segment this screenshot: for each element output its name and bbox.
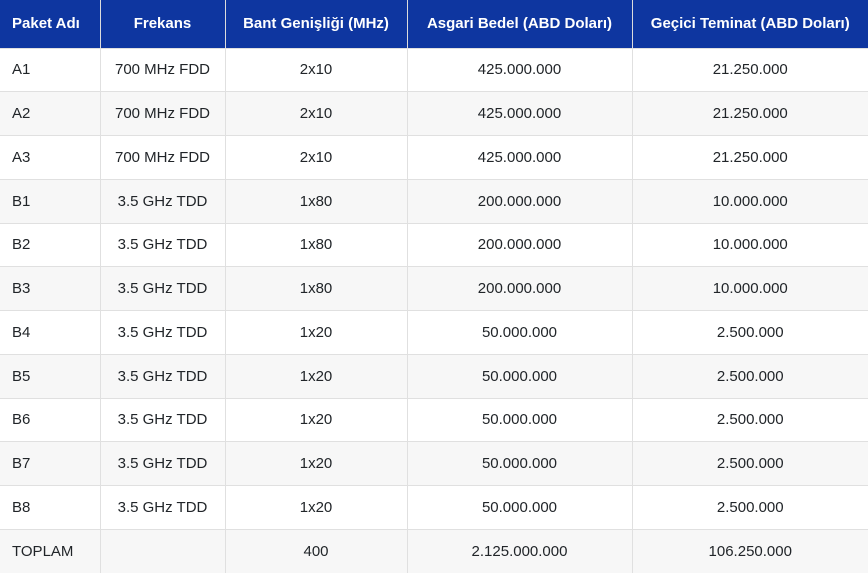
cell-paket-adi: B1 [0, 179, 101, 224]
cell-gecici-teminat: 2.500.000 [632, 354, 868, 399]
cell-paket-adi: B6 [0, 398, 101, 443]
cell-paket-adi: B2 [0, 223, 101, 268]
cell-frekans: 3.5 GHz TDD [100, 266, 226, 311]
cell-bant-genisligi: 1x20 [225, 310, 408, 355]
table-row-toplam: TOPLAM 400 2.125.000.000 106.250.000 [0, 529, 868, 573]
table-row-a3: A3 700 MHz FDD 2x10 425.000.000 21.250.0… [0, 135, 868, 180]
cell-paket-adi: B3 [0, 266, 101, 311]
cell-asgari-bedel: 50.000.000 [407, 398, 633, 443]
cell-paket-adi: A2 [0, 91, 101, 136]
table-body: A1 700 MHz FDD 2x10 425.000.000 21.250.0… [0, 48, 868, 573]
cell-gecici-teminat: 21.250.000 [632, 135, 868, 180]
cell-asgari-bedel: 425.000.000 [407, 135, 633, 180]
cell-asgari-bedel: 425.000.000 [407, 91, 633, 136]
table-header: Paket Adı Frekans Bant Genişliği (MHz) A… [0, 0, 868, 49]
cell-bant-genisligi: 2x10 [225, 48, 408, 93]
cell-bant-genisligi: 1x80 [225, 266, 408, 311]
cell-paket-adi: B4 [0, 310, 101, 355]
cell-asgari-bedel: 200.000.000 [407, 266, 633, 311]
table-row-b1: B1 3.5 GHz TDD 1x80 200.000.000 10.000.0… [0, 179, 868, 224]
col-header-frekans: Frekans [100, 0, 226, 49]
table-row-b4: B4 3.5 GHz TDD 1x20 50.000.000 2.500.000 [0, 310, 868, 355]
cell-bant-genisligi: 2x10 [225, 91, 408, 136]
cell-paket-adi: A3 [0, 135, 101, 180]
cell-asgari-bedel: 50.000.000 [407, 441, 633, 486]
cell-asgari-bedel: 200.000.000 [407, 223, 633, 268]
table-row-b8: B8 3.5 GHz TDD 1x20 50.000.000 2.500.000 [0, 485, 868, 530]
cell-frekans: 700 MHz FDD [100, 48, 226, 93]
cell-asgari-bedel: 2.125.000.000 [407, 529, 633, 573]
table-row-b5: B5 3.5 GHz TDD 1x20 50.000.000 2.500.000 [0, 354, 868, 399]
cell-frekans: 3.5 GHz TDD [100, 179, 226, 224]
cell-paket-adi: B8 [0, 485, 101, 530]
cell-frekans [100, 529, 226, 573]
cell-gecici-teminat: 21.250.000 [632, 48, 868, 93]
cell-gecici-teminat: 106.250.000 [632, 529, 868, 573]
cell-paket-adi: B7 [0, 441, 101, 486]
cell-asgari-bedel: 50.000.000 [407, 354, 633, 399]
cell-frekans: 3.5 GHz TDD [100, 310, 226, 355]
cell-paket-adi: TOPLAM [0, 529, 101, 573]
cell-asgari-bedel: 200.000.000 [407, 179, 633, 224]
cell-bant-genisligi: 400 [225, 529, 408, 573]
cell-gecici-teminat: 10.000.000 [632, 179, 868, 224]
cell-bant-genisligi: 1x80 [225, 223, 408, 268]
cell-frekans: 3.5 GHz TDD [100, 223, 226, 268]
cell-bant-genisligi: 1x20 [225, 485, 408, 530]
cell-asgari-bedel: 50.000.000 [407, 310, 633, 355]
cell-frekans: 3.5 GHz TDD [100, 398, 226, 443]
cell-gecici-teminat: 2.500.000 [632, 398, 868, 443]
col-header-paket-adi: Paket Adı [0, 0, 101, 49]
table-row-a1: A1 700 MHz FDD 2x10 425.000.000 21.250.0… [0, 48, 868, 93]
cell-frekans: 3.5 GHz TDD [100, 485, 226, 530]
cell-frekans: 700 MHz FDD [100, 135, 226, 180]
table-row-b3: B3 3.5 GHz TDD 1x80 200.000.000 10.000.0… [0, 266, 868, 311]
cell-gecici-teminat: 2.500.000 [632, 485, 868, 530]
cell-gecici-teminat: 21.250.000 [632, 91, 868, 136]
cell-bant-genisligi: 1x20 [225, 398, 408, 443]
col-header-bant-genisligi: Bant Genişliği (MHz) [225, 0, 408, 49]
table-row-b6: B6 3.5 GHz TDD 1x20 50.000.000 2.500.000 [0, 398, 868, 443]
col-header-gecici-teminat: Geçici Teminat (ABD Doları) [632, 0, 868, 49]
cell-gecici-teminat: 10.000.000 [632, 266, 868, 311]
cell-gecici-teminat: 10.000.000 [632, 223, 868, 268]
cell-gecici-teminat: 2.500.000 [632, 441, 868, 486]
cell-frekans: 700 MHz FDD [100, 91, 226, 136]
table-row-b7: B7 3.5 GHz TDD 1x20 50.000.000 2.500.000 [0, 441, 868, 486]
cell-frekans: 3.5 GHz TDD [100, 354, 226, 399]
cell-bant-genisligi: 1x20 [225, 354, 408, 399]
cell-paket-adi: B5 [0, 354, 101, 399]
cell-bant-genisligi: 2x10 [225, 135, 408, 180]
cell-gecici-teminat: 2.500.000 [632, 310, 868, 355]
cell-frekans: 3.5 GHz TDD [100, 441, 226, 486]
cell-asgari-bedel: 425.000.000 [407, 48, 633, 93]
table-row-b2: B2 3.5 GHz TDD 1x80 200.000.000 10.000.0… [0, 223, 868, 268]
col-header-asgari-bedel: Asgari Bedel (ABD Doları) [407, 0, 633, 49]
cell-bant-genisligi: 1x20 [225, 441, 408, 486]
header-row: Paket Adı Frekans Bant Genişliği (MHz) A… [0, 0, 868, 49]
table-row-a2: A2 700 MHz FDD 2x10 425.000.000 21.250.0… [0, 91, 868, 136]
cell-bant-genisligi: 1x80 [225, 179, 408, 224]
cell-paket-adi: A1 [0, 48, 101, 93]
cell-asgari-bedel: 50.000.000 [407, 485, 633, 530]
